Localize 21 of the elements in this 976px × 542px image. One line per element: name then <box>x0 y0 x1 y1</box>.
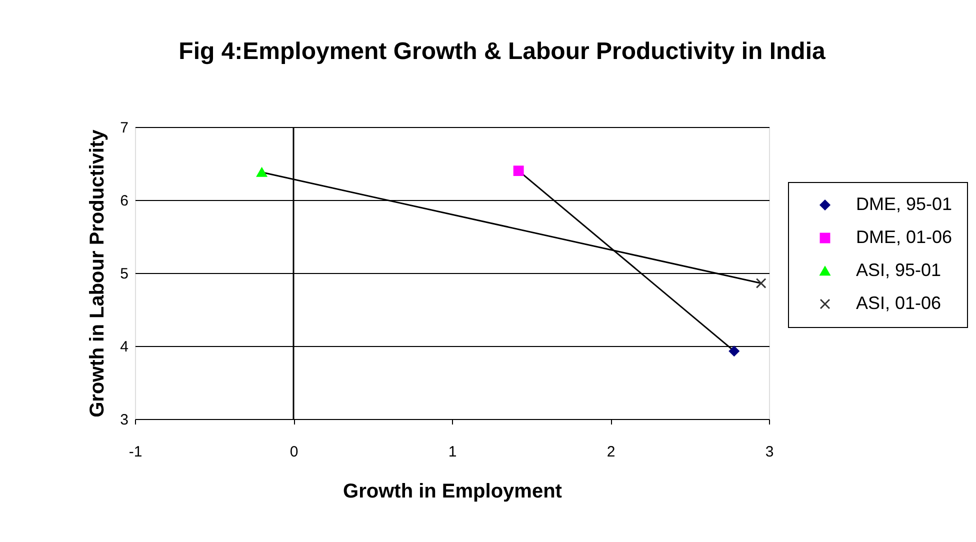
x-tick-label: -1 <box>128 444 142 460</box>
point <box>728 346 740 356</box>
point <box>256 168 268 177</box>
legend-label: DME, 01-06 <box>856 227 952 247</box>
legend-label: DME, 95-01 <box>856 194 952 214</box>
chart-title: Fig 4:Employment Growth & Labour Productivity in India <box>178 38 826 65</box>
point <box>756 278 766 288</box>
legend-label: ASI, 95-01 <box>856 260 942 280</box>
y-tick-label: 3 <box>120 412 128 428</box>
x-tick-label: 2 <box>606 444 616 460</box>
x-tick-label: 0 <box>290 444 298 460</box>
point <box>513 166 524 176</box>
y-axis-title: Growth in Labour Productivity <box>86 128 108 418</box>
y-tick-label: 7 <box>120 120 128 136</box>
x-tick-label: 3 <box>765 444 774 460</box>
y-tick-label: 6 <box>120 192 128 210</box>
y-tick-label: 5 <box>120 266 128 282</box>
legend-label: ASI, 01-06 <box>856 293 942 313</box>
x-axis-title: Growth in Employment <box>343 480 562 502</box>
x-tick-label: 1 <box>448 444 457 460</box>
y-tick-label: 4 <box>120 338 128 356</box>
